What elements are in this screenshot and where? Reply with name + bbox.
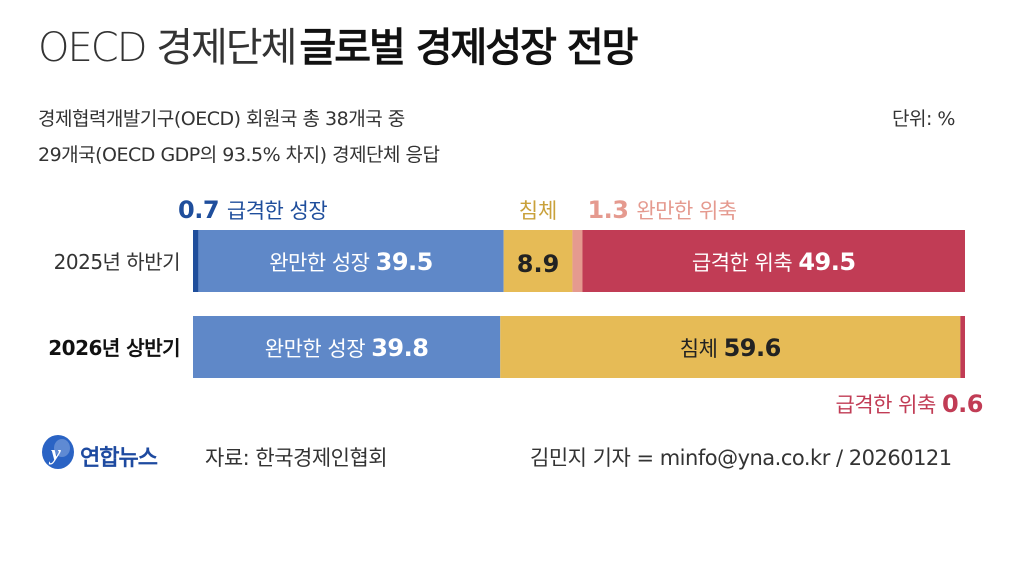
callout-stagnation-2025: 침체 — [519, 199, 558, 223]
callout-mild-contraction-2025: 1.3 완만한 위축 — [587, 196, 736, 224]
bar-segment — [198, 230, 504, 292]
category-label-2026h1: 2026년 상반기 — [48, 336, 180, 360]
title-bold: 글로벌 경제성장 전망 — [299, 25, 638, 71]
page-title: OECD 경제단체 글로벌 경제성장 전망 — [38, 25, 638, 71]
title-light: OECD 경제단체 — [38, 25, 297, 71]
svg-text:y: y — [48, 440, 61, 465]
subtitle-line2: 29개국(OECD GDP의 93.5% 차지) 경제단체 응답 — [38, 144, 440, 166]
bar-segment — [193, 230, 199, 292]
subtitle-line1: 경제협력개발기구(OECD) 회원국 총 38개국 중 — [38, 108, 405, 130]
bar-segment — [503, 230, 573, 292]
stacked-bar-chart: 2025년 하반기 2026년 상반기 완만한 성장 39.5 8.9 급격한 위축 4… — [48, 196, 983, 418]
data-label-mild-growth-2025: 완만한 성장 39.5 — [269, 248, 433, 276]
data-label-sharp-contraction-2025: 급격한 위축 49.5 — [692, 248, 856, 276]
yonhap-logo-icon: y — [40, 434, 76, 474]
bar-segment — [572, 230, 583, 292]
yonhap-logo-text: 연합뉴스 — [80, 446, 158, 471]
category-label-2025h2: 2025년 하반기 — [54, 250, 180, 274]
bar-segment — [960, 316, 965, 378]
bar-segment — [193, 316, 501, 378]
credit-text: 김민지 기자 = minfo@yna.co.kr / 20260121 — [530, 446, 952, 470]
bar-segment — [500, 316, 961, 378]
callout-sharp-growth-2025: 0.7 급격한 성장 — [178, 196, 327, 224]
data-label-stagnation-2026: 침체 59.6 — [680, 334, 781, 362]
unit-label: 단위: % — [892, 108, 955, 130]
callout-sharp-contraction-2026: 급격한 위축 0.6 — [836, 390, 983, 418]
source-text: 자료: 한국경제인협회 — [205, 446, 388, 470]
data-label-stagnation-2025: 8.9 — [517, 250, 560, 278]
data-label-mild-growth-2026: 완만한 성장 39.8 — [265, 334, 429, 362]
bar-segment — [582, 230, 965, 292]
